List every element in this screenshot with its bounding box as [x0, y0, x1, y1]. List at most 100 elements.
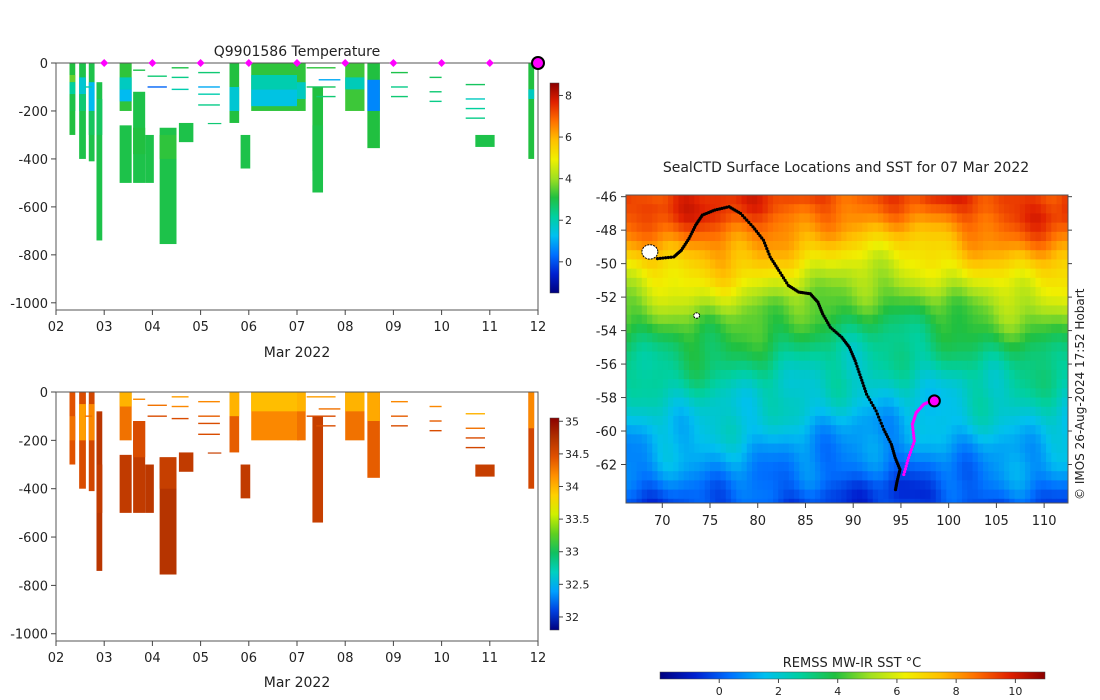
sst-cell: [815, 241, 821, 251]
temperature-chart-title: Q9901586 Temperature: [214, 44, 381, 60]
sst-cell: [862, 489, 869, 500]
sst-cell: [962, 241, 968, 251]
sst-cell: [715, 471, 722, 481]
sst-cell: [820, 287, 827, 297]
sst-cell: [878, 323, 884, 334]
sst-cell: [967, 342, 974, 353]
sst-cell: [652, 388, 659, 399]
sst-cell: [977, 333, 984, 343]
sst-cell: [767, 213, 774, 224]
sst-cell: [914, 296, 921, 306]
sst-cell: [904, 498, 911, 503]
sst-cell: [773, 222, 779, 233]
sst-cell: [857, 351, 863, 362]
sst-cell: [888, 351, 895, 362]
sst-cell: [893, 443, 900, 454]
sst-cell: [925, 498, 932, 503]
sst-cell: [862, 498, 869, 503]
sst-cell: [668, 277, 674, 288]
temperature-y-tick-label: -1000: [10, 297, 48, 312]
sst-cell: [1009, 379, 1016, 389]
sst-cell: [746, 425, 753, 435]
sst-cell: [668, 498, 674, 503]
sst-cell: [836, 452, 842, 463]
sst-cell: [993, 379, 1000, 389]
sst-cell: [1046, 222, 1052, 233]
sst-cell: [983, 222, 989, 233]
sst-cell: [862, 250, 869, 260]
sst-cell: [1009, 296, 1016, 306]
sst-cell: [668, 195, 674, 205]
sst-cell: [778, 452, 785, 463]
sst-cell: [872, 305, 879, 316]
sst-cell: [972, 287, 979, 297]
sst-cell: [652, 379, 659, 389]
sst-cell: [762, 498, 769, 503]
sst-cell: [799, 489, 806, 500]
sst-cell: [836, 204, 842, 214]
sst-cell: [757, 415, 764, 426]
sst-cell: [641, 268, 648, 279]
sst-cell: [1014, 360, 1021, 371]
sst-cell: [951, 277, 958, 288]
sst-cell: [657, 461, 664, 472]
sst-cell: [668, 461, 674, 472]
sst-cell: [951, 241, 958, 251]
sst-cell: [788, 241, 795, 251]
sst-cell: [794, 406, 800, 417]
sst-cell: [909, 231, 916, 242]
sst-cell: [773, 369, 779, 380]
sst-cell: [1025, 443, 1031, 454]
sst-cell: [836, 296, 842, 306]
sst-cell: [1009, 314, 1016, 325]
sst-cell: [1025, 277, 1031, 288]
sst-cell: [815, 415, 821, 426]
sst-cell: [809, 388, 816, 399]
sst-cell: [920, 498, 926, 503]
sst-cell: [935, 296, 942, 306]
sst-cell: [841, 379, 848, 389]
sst-cell: [788, 360, 795, 371]
sst-cell: [757, 222, 764, 233]
sst-cell: [820, 204, 827, 214]
sst-cell: [715, 287, 722, 297]
sst-cell: [920, 443, 926, 454]
sst-cell: [631, 369, 638, 380]
sst-cell: [820, 360, 827, 371]
track-point: [885, 435, 890, 439]
sst-cell: [962, 471, 968, 481]
sst-cell: [794, 471, 800, 481]
sst-cell: [935, 471, 942, 481]
sst-cell: [878, 489, 884, 500]
sst-cell: [715, 351, 722, 362]
temperature-profile-cell: [345, 77, 365, 90]
sst-cell: [799, 415, 806, 426]
sst-cell: [1051, 471, 1058, 481]
sst-cell: [809, 480, 816, 491]
sst-cell: [778, 213, 785, 224]
sst-cell: [836, 342, 842, 353]
sst-cell: [694, 397, 701, 408]
sst-cell: [626, 323, 632, 334]
sst-cell: [1035, 323, 1042, 334]
sst-cell: [720, 406, 727, 417]
salinity-thin-layer: [318, 408, 341, 410]
sst-cell: [1056, 498, 1063, 503]
sst-cell: [1035, 360, 1042, 371]
sst-cell: [998, 213, 1005, 224]
sst-cell: [736, 351, 743, 362]
sst-cell: [1025, 287, 1031, 297]
sst-cell: [704, 397, 711, 408]
sst-cell: [1030, 360, 1037, 371]
temperature-thin-layer: [198, 93, 220, 95]
sst-cell: [736, 241, 743, 251]
sst-cell: [647, 195, 653, 205]
sst-cell: [699, 195, 706, 205]
sst-cell: [783, 259, 790, 270]
island-heard: [693, 312, 701, 319]
sst-cell: [846, 434, 853, 445]
sst-cell: [1051, 213, 1058, 224]
sst-cell: [1061, 489, 1068, 500]
sst-cell: [762, 342, 769, 353]
sst-cell: [689, 379, 695, 389]
